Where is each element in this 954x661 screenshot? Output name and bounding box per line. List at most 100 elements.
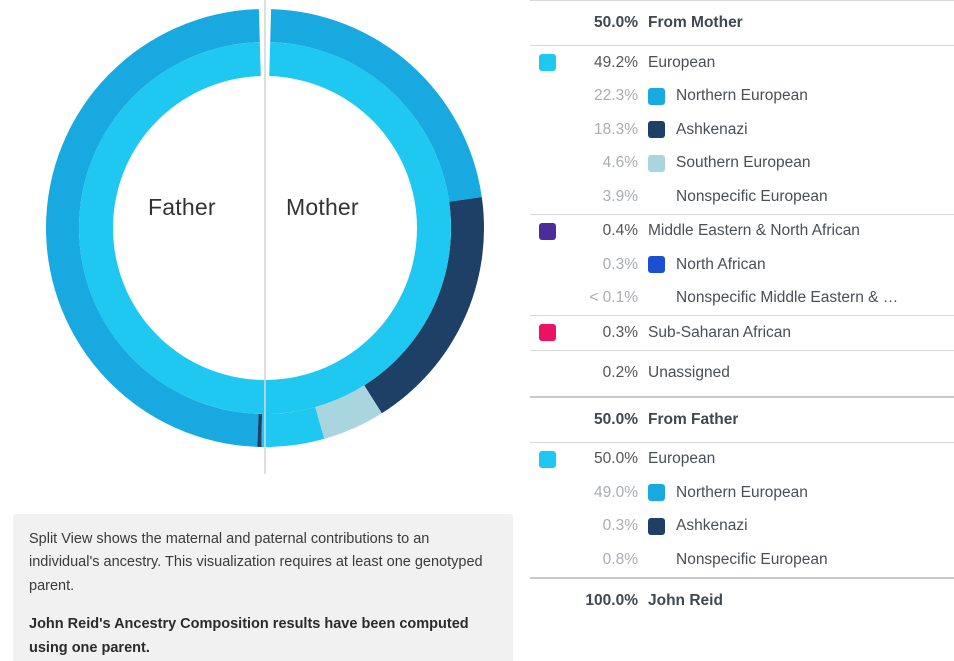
legend-label: Nonspecific Middle Eastern & … <box>676 289 899 307</box>
legend-swatch-slot <box>530 450 564 468</box>
donut-svg <box>46 0 484 474</box>
legend-sub-swatch-slot <box>648 517 676 535</box>
legend-row[interactable]: 4.6% Southern European <box>530 147 954 181</box>
legend-row[interactable]: 22.3% Northern European <box>530 80 954 114</box>
legend-label: Ashkenazi <box>676 517 748 535</box>
legend-label: Northern European <box>676 87 808 105</box>
legend-row[interactable]: 50.0% European <box>530 443 954 477</box>
donut-segment-father-outer[interactable] <box>261 413 273 448</box>
legend-row[interactable]: 0.2% Unassigned <box>530 351 954 396</box>
legend-row[interactable]: 49.2% European <box>530 46 954 80</box>
legend-label-cell: Northern European <box>648 87 954 105</box>
legend-row[interactable]: 0.3% Ashkenazi <box>530 510 954 544</box>
color-swatch-icon <box>538 450 556 468</box>
legend-group-mother-european: 49.2% European 22.3% Northern European 18.3%… <box>530 45 954 214</box>
legend-label-cell: Nonspecific European <box>648 551 954 569</box>
color-swatch-icon <box>648 484 665 502</box>
split-view-donut-chart[interactable]: Father Mother <box>0 0 530 480</box>
legend-swatch-slot <box>530 324 564 342</box>
legend-row[interactable]: 0.3% North African <box>530 248 954 282</box>
legend-label: Ashkenazi <box>676 120 748 138</box>
donut-segment-mother-outer[interactable] <box>315 385 382 439</box>
legend-label: Middle Eastern & North African <box>648 222 860 240</box>
donut-segment-father-outer[interactable] <box>46 9 260 447</box>
legend-group-mother-subsaharan: 0.3% Sub-Saharan African <box>530 315 954 350</box>
legend-group-father-european: 50.0% European 49.0% Northern European 0.3% A… <box>530 441 954 577</box>
legend-sub-swatch-slot <box>648 484 676 502</box>
legend-percent: 3.9% <box>602 187 638 205</box>
legend-label-cell: Ashkenazi <box>648 517 954 535</box>
donut-segment-mother-outer[interactable] <box>270 407 325 447</box>
color-swatch-icon <box>538 222 556 240</box>
legend-label-cell: From Father <box>648 411 954 429</box>
donut-segment-father-inner[interactable] <box>79 42 271 415</box>
legend-label: European <box>648 450 716 468</box>
legend-percent: 22.3% <box>594 87 638 105</box>
legend-group-from-father-header: 50.0% From Father <box>530 395 954 442</box>
legend-sub-swatch-slot <box>648 121 676 139</box>
legend-label-cell: John Reid <box>648 592 954 610</box>
legend-row[interactable]: 3.9% Nonspecific European <box>530 180 954 214</box>
legend-sub-swatch-slot <box>648 154 676 172</box>
color-swatch-icon <box>648 87 665 105</box>
ancestry-legend-panel: 50.0% From Mother 49.2% European 22.3% Northe… <box>530 0 954 661</box>
legend-percent: 50.0% <box>594 410 638 428</box>
legend-percent: 0.3% <box>602 517 638 535</box>
legend-label: Unassigned <box>648 364 730 381</box>
legend-percent: 4.6% <box>602 154 638 172</box>
donut-segment-mother-inner[interactable] <box>268 42 452 414</box>
legend-row[interactable]: 0.4% Middle Eastern & North African <box>530 215 954 249</box>
legend-percent: 50.0% <box>594 14 638 31</box>
color-swatch-icon <box>648 121 665 139</box>
legend-label: From Mother <box>648 14 743 31</box>
legend-group-from-mother-header: 50.0% From Mother <box>530 0 954 45</box>
legend-percent: 0.3% <box>602 255 638 273</box>
legend-label: Northern European <box>676 483 808 501</box>
legend-swatch-slot <box>530 222 564 240</box>
color-swatch-icon <box>538 54 556 72</box>
legend-percent: 50.0% <box>594 450 638 468</box>
legend-label-cell: Ashkenazi <box>648 121 954 139</box>
legend-label-cell: North African <box>648 256 954 274</box>
legend-row[interactable]: < 0.1% Nonspecific Middle Eastern & … <box>530 282 954 316</box>
donut-segment-father-outer[interactable] <box>257 413 263 447</box>
legend-group-mother-mena: 0.4% Middle Eastern & North African 0.3% No… <box>530 213 954 316</box>
legend-swatch-slot <box>530 54 564 72</box>
legend-percent: < 0.1% <box>589 289 638 307</box>
color-swatch-icon <box>648 256 665 274</box>
legend-group-mother-unassigned: 0.2% Unassigned <box>530 349 954 396</box>
legend-percent: 49.2% <box>594 53 638 71</box>
legend-row[interactable]: 0.3% Sub-Saharan African <box>530 316 954 350</box>
legend-label-cell: European <box>648 450 954 468</box>
legend-header-row: 100.0% John Reid <box>530 579 954 623</box>
legend-label: Nonspecific European <box>676 550 828 568</box>
legend-label-cell: Southern European <box>648 154 954 172</box>
legend-row[interactable]: 18.3% Ashkenazi <box>530 113 954 147</box>
legend-row[interactable]: 49.0% Northern European <box>530 476 954 510</box>
legend-percent: 49.0% <box>594 483 638 501</box>
legend-header-row: 50.0% From Father <box>530 398 954 442</box>
legend-row[interactable]: 0.8% Nonspecific European <box>530 543 954 577</box>
legend-header-row: 50.0% From Mother <box>530 1 954 45</box>
father-center-label: Father <box>148 194 216 220</box>
donut-segment-mother-outer[interactable] <box>270 9 482 202</box>
legend-label-cell: Nonspecific European <box>648 188 954 206</box>
legend-label: John Reid <box>648 591 723 609</box>
legend-percent: 100.0% <box>585 591 638 609</box>
legend-label-cell: Middle Eastern & North African <box>648 222 954 240</box>
ancestry-chart-panel: Father Mother Split View shows the mater… <box>0 0 530 661</box>
legend-percent: 0.3% <box>602 323 638 341</box>
legend-sub-swatch-slot <box>648 256 676 274</box>
legend-label: Nonspecific European <box>676 187 828 205</box>
legend-label: North African <box>676 255 766 273</box>
info-note: John Reid's Ancestry Composition results… <box>29 616 469 656</box>
color-swatch-icon <box>648 517 665 535</box>
legend-percent: 0.2% <box>602 364 638 381</box>
donut-segment-mother-outer[interactable] <box>364 197 484 414</box>
split-view-info-box: Split View shows the maternal and patern… <box>13 514 513 661</box>
color-swatch-icon <box>648 154 665 172</box>
mother-center-label: Mother <box>286 194 359 220</box>
legend-label-cell: European <box>648 54 954 72</box>
legend-label: From Father <box>648 410 739 428</box>
legend-label-cell: Sub-Saharan African <box>648 324 954 342</box>
